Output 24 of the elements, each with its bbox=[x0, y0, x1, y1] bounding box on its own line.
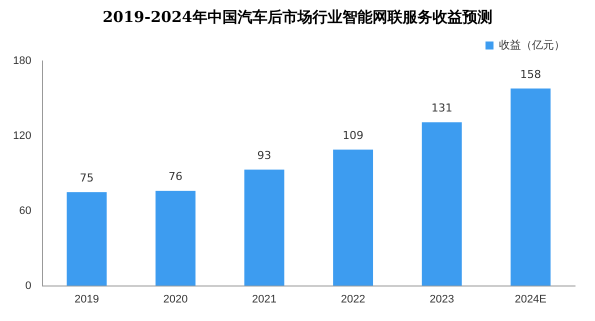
x-tick-label: 2024E bbox=[514, 293, 547, 306]
data-label: 75 bbox=[80, 171, 94, 184]
bar bbox=[66, 192, 107, 286]
y-tick-label: 120 bbox=[12, 130, 32, 142]
bar bbox=[244, 170, 284, 286]
data-label: 76 bbox=[168, 170, 183, 184]
y-tick-label: 0 bbox=[25, 280, 32, 292]
x-tick-label: 2023 bbox=[430, 293, 454, 306]
data-label: 93 bbox=[257, 149, 272, 162]
bar bbox=[422, 122, 462, 286]
x-tick-label: 2021 bbox=[252, 293, 277, 306]
x-tick-label: 2020 bbox=[163, 293, 188, 306]
x-tick-label: 2019 bbox=[74, 293, 99, 306]
data-label: 109 bbox=[342, 129, 364, 142]
bar bbox=[156, 190, 196, 286]
bar bbox=[510, 88, 551, 286]
data-label: 158 bbox=[520, 68, 542, 81]
x-tick-label: 2022 bbox=[340, 293, 366, 306]
data-label: 131 bbox=[431, 102, 452, 115]
bar bbox=[333, 150, 374, 286]
y-tick-label: 60 bbox=[19, 204, 32, 217]
chart-title: 2019-2024年中国汽车后市场行业智能网联服务收益预测 bbox=[102, 8, 494, 28]
y-tick-label: 180 bbox=[12, 55, 32, 68]
legend-label: 收益（亿元） bbox=[499, 40, 565, 52]
